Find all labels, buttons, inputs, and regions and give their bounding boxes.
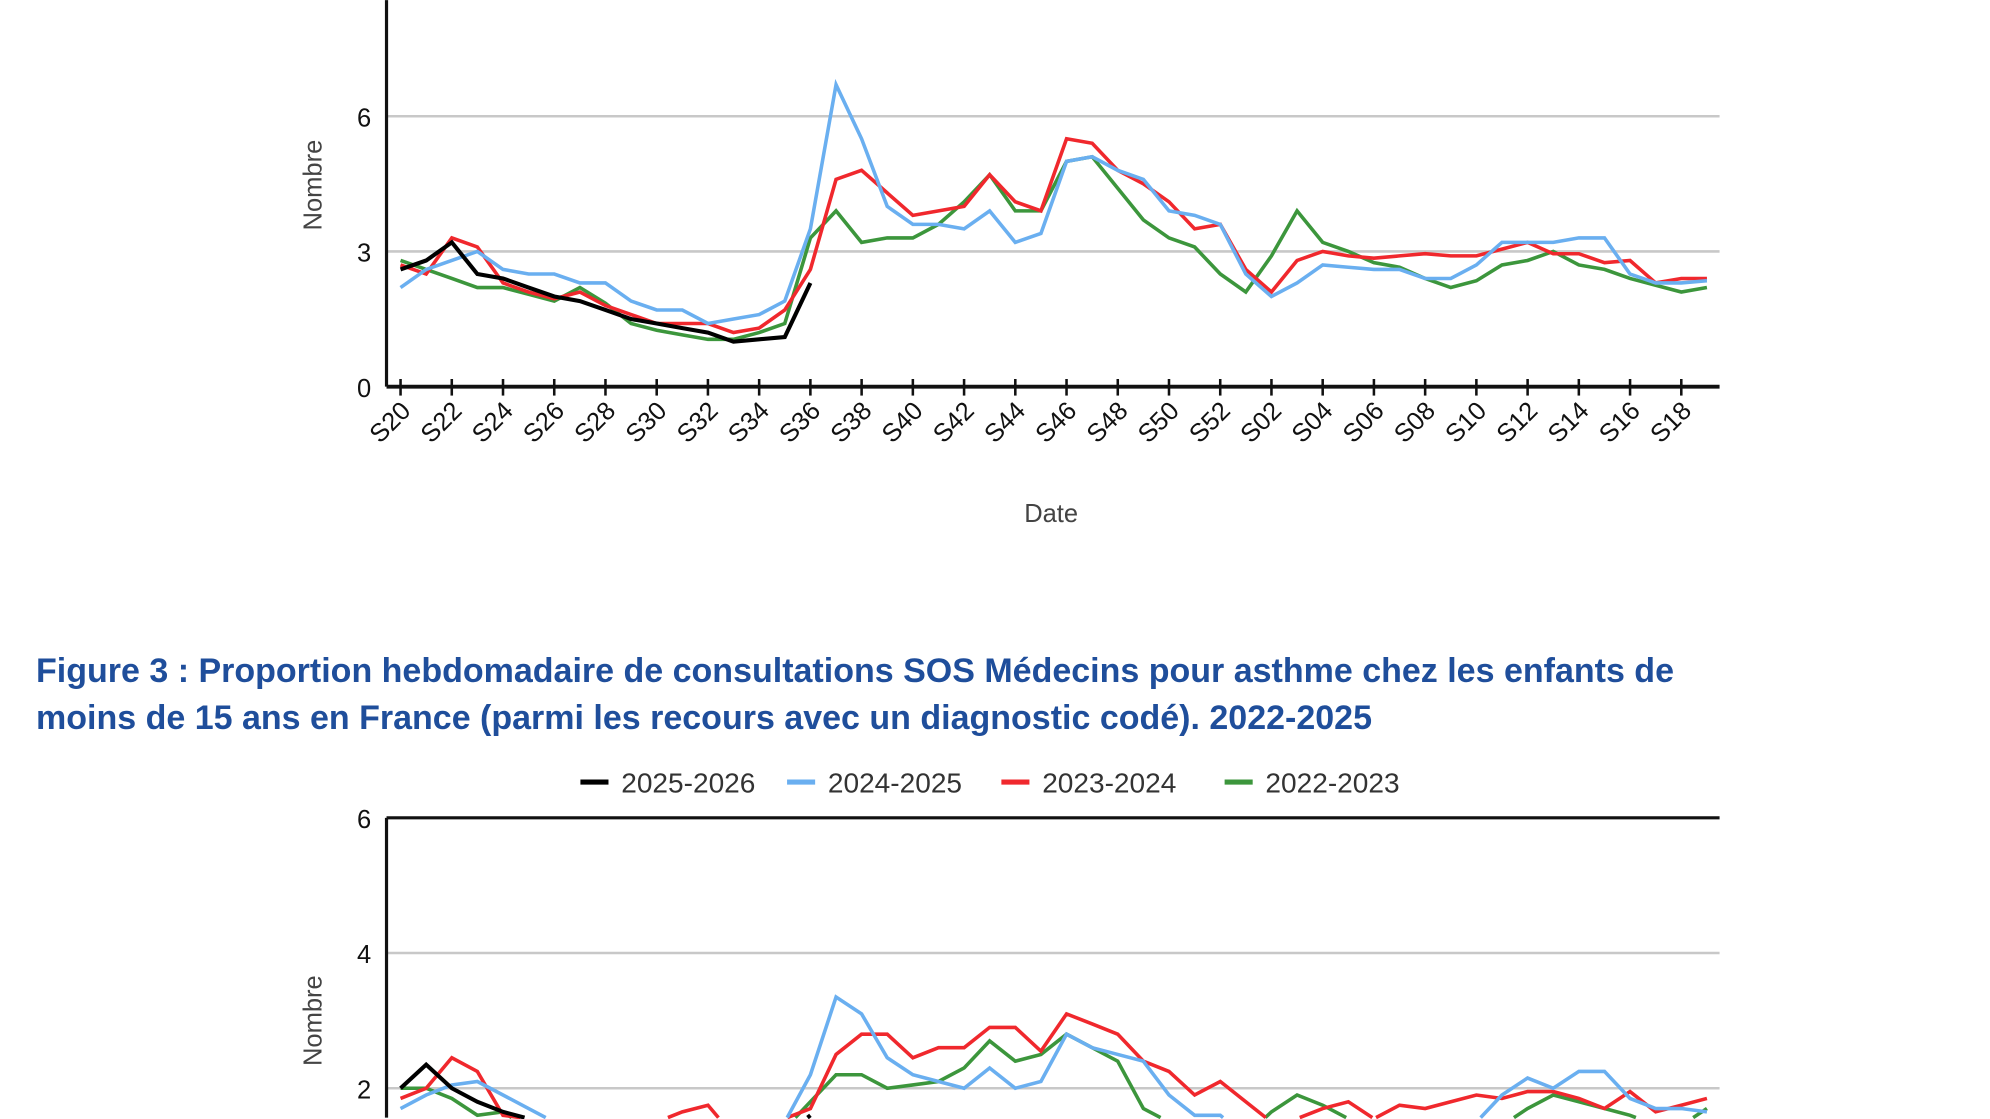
x-tick-label: S16 [1594, 397, 1646, 449]
x-tick-label: S02 [1235, 397, 1287, 449]
series-line-2023-2024 [1375, 1089, 1708, 1119]
y-tick-label: 3 [357, 240, 371, 268]
x-tick-label: S22 [416, 397, 468, 449]
figure-3-title-line-2: moins de 15 ans en France (parmi les rec… [36, 699, 1372, 737]
x-tick-label: S50 [1133, 397, 1185, 449]
series-line-2023-2024 [786, 1011, 1267, 1119]
x-tick-label: S20 [364, 397, 416, 449]
x-axis-label: Date [1024, 500, 1078, 528]
chart-2: 2 4 6 Nombre 2025-2026 2024-2025 2023-2024 2022… [299, 767, 1720, 1119]
x-tick-label: S06 [1338, 397, 1390, 449]
x-tick-label: S40 [877, 397, 929, 449]
legend-item: 2024-2025 [787, 767, 962, 798]
x-tick-label: S08 [1389, 397, 1441, 449]
x-tick-label: S24 [467, 397, 519, 449]
x-tick-label: S48 [1082, 397, 1134, 449]
x-tick-label: S34 [723, 397, 775, 449]
figure-3-title-line-1: Figure 3 : Proportion hebdomadaire de co… [36, 652, 1674, 690]
x-tick-label: S30 [621, 397, 673, 449]
x-tick-label: S18 [1645, 397, 1697, 449]
legend-label: 2025-2026 [621, 767, 755, 798]
x-tick-label: S38 [825, 397, 877, 449]
x-tick-label: S42 [928, 397, 980, 449]
legend-label: 2024-2025 [828, 767, 962, 798]
y-axis-label: Nombre [299, 975, 327, 1066]
y-tick-label: 2 [357, 1076, 371, 1104]
legend-label: 2022-2023 [1265, 767, 1399, 798]
series-line-2023-2024 [1299, 1099, 1374, 1119]
y-tick-label: 4 [357, 941, 371, 969]
series-line-2024-2025 [1479, 1069, 1708, 1119]
x-tick-label: S36 [774, 397, 826, 449]
x-tick-label: S52 [1184, 397, 1236, 449]
x-tick-label: S28 [569, 397, 621, 449]
series-line-series-0 [399, 239, 813, 344]
x-tick-label: S10 [1440, 397, 1492, 449]
legend-label: 2023-2024 [1042, 767, 1176, 798]
legend-item: 2022-2023 [1224, 767, 1400, 798]
x-tick-label: S04 [1287, 397, 1339, 449]
y-axis-label: Nombre [299, 140, 327, 231]
series-line-2023-2024 [399, 1055, 521, 1119]
x-tick-label: S46 [1030, 397, 1082, 449]
x-tick-label: S32 [672, 397, 724, 449]
x-tick-label: S14 [1543, 397, 1595, 449]
x-tick-label: S44 [979, 397, 1031, 449]
series-line-series-2 [399, 136, 1707, 335]
series-line-2024-2025 [785, 994, 1225, 1119]
series-line-2025-2026 [806, 1113, 812, 1119]
y-tick-label: 0 [357, 375, 371, 403]
figure-3-title: Figure 3 : Proportion hebdomadaire de co… [36, 648, 1976, 742]
series-line-2023-2024 [667, 1103, 720, 1119]
series-line-series-1 [399, 78, 1708, 326]
y-tick-label: 6 [357, 104, 371, 132]
series-line-2022-2023 [794, 1032, 1162, 1119]
x-tick-label: S12 [1491, 397, 1543, 449]
legend-item: 2023-2024 [1001, 767, 1176, 798]
legend-item: 2025-2026 [580, 767, 755, 798]
x-tick-label: S26 [518, 397, 570, 449]
series-line-2025-2026 [399, 1061, 526, 1119]
y-tick-label: 6 [357, 806, 371, 834]
